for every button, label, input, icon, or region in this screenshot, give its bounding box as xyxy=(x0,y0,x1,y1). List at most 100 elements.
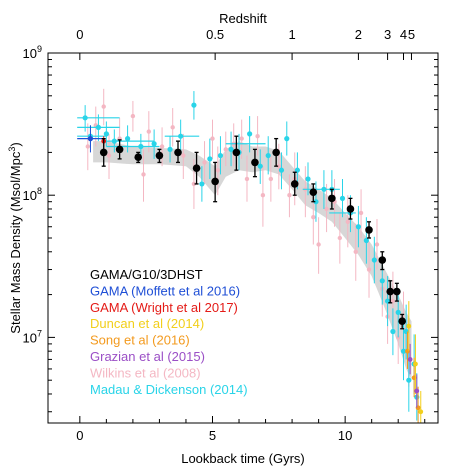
y-axis-label-main: Stellar Mass Density (Msol/Mpc xyxy=(8,151,23,334)
series-1-point-4 xyxy=(111,138,117,144)
legend-entry-1: GAMA (Moffett et al 2016) xyxy=(90,283,240,298)
series-0-point-12 xyxy=(202,160,207,165)
series-1-point-12 xyxy=(207,156,213,162)
series-7-point-12 xyxy=(328,194,336,203)
series-0-point-11 xyxy=(191,181,197,187)
series-1-point-5 xyxy=(124,136,131,142)
series-1-point-20 xyxy=(284,136,290,142)
series-0 xyxy=(85,88,412,387)
series-7-point-7 xyxy=(232,148,241,157)
series-0-point-8 xyxy=(159,144,165,149)
series-7-point-13 xyxy=(346,205,355,213)
series-7-point-6 xyxy=(211,177,219,186)
series-0-point-22 xyxy=(276,163,282,169)
series-7-point-17 xyxy=(393,287,401,296)
legend-entry-5: Grazian et al (2015) xyxy=(90,349,205,364)
series-0-point-9 xyxy=(170,125,175,130)
series-0-point-32 xyxy=(353,249,358,254)
series-1-point-14 xyxy=(228,146,234,152)
top-tick-label-6: 5 xyxy=(408,27,415,42)
series-1-point-19 xyxy=(278,167,285,173)
series-1-point-2 xyxy=(95,124,102,130)
x-tick-label-0: 0 xyxy=(76,428,83,443)
y-tick-label-2: 109 xyxy=(23,44,42,61)
top-tick-label-2: 1 xyxy=(288,27,295,42)
series-1-point-33 xyxy=(390,328,396,335)
series-1-point-29 xyxy=(363,237,369,244)
series-7-point-18 xyxy=(398,317,406,325)
series-1-point-8 xyxy=(167,146,173,152)
series-7-point-1 xyxy=(115,145,124,154)
series-1-point-23 xyxy=(313,199,319,205)
series-1-point-37 xyxy=(406,377,412,383)
series-7-point-3 xyxy=(155,151,164,160)
series-7-point-11 xyxy=(309,188,318,196)
series-0-point-14 xyxy=(215,167,220,173)
series-1-point-7 xyxy=(151,141,157,147)
series-4-point-0 xyxy=(407,357,413,362)
series-layer xyxy=(77,88,424,423)
series-0-point-19 xyxy=(255,133,260,139)
series-7-point-0 xyxy=(99,148,108,157)
series-0-point-0 xyxy=(85,144,90,149)
series-1-point-26 xyxy=(339,195,346,201)
series-1-point-10 xyxy=(191,102,197,108)
series-0-point-6 xyxy=(141,172,146,177)
series-0-point-10 xyxy=(181,153,186,158)
series-1-point-30 xyxy=(371,257,377,263)
series-1-point-31 xyxy=(379,278,385,284)
series-3-point-0 xyxy=(406,323,412,329)
top-axis-label: Redshift xyxy=(219,11,267,26)
series-0-point-18 xyxy=(244,176,250,182)
x-axis-label: Lookback time (Gyrs) xyxy=(181,451,305,466)
series-0-point-20 xyxy=(260,192,266,198)
top-tick-label-3: 2 xyxy=(355,27,362,42)
series-1-point-16 xyxy=(247,131,253,137)
y-tick-label-1: 108 xyxy=(23,186,42,203)
series-1-point-22 xyxy=(305,176,311,182)
series-1-point-28 xyxy=(355,224,362,230)
series-7-point-4 xyxy=(174,148,182,157)
series-0-point-34 xyxy=(366,267,372,272)
series-7-point-15 xyxy=(378,256,387,264)
series-7-point-14 xyxy=(365,226,373,234)
top-tick-label-1: 0.5 xyxy=(206,27,224,42)
series-5 xyxy=(77,125,104,153)
series-2 xyxy=(405,331,421,423)
series-0-point-21 xyxy=(268,176,274,182)
series-1-point-24 xyxy=(321,186,327,192)
series-7-point-2 xyxy=(134,153,143,162)
y-tick-label-0: 107 xyxy=(23,328,42,345)
series-1 xyxy=(77,91,420,421)
series-0-point-30 xyxy=(337,235,343,241)
y-axis-label-sup: 3 xyxy=(7,147,17,152)
legend-entry-6: Wilkins et al (2008) xyxy=(90,365,201,380)
series-0-point-5 xyxy=(130,113,136,119)
series-7 xyxy=(99,135,406,330)
legend-entry-3: Duncan et al (2014) xyxy=(90,316,204,331)
series-0-point-27 xyxy=(316,242,321,247)
series-0-point-23 xyxy=(287,192,292,198)
legend-entry-7: Madau & Dickenson (2014) xyxy=(90,382,248,397)
series-1-point-34 xyxy=(395,309,401,315)
series-1-point-21 xyxy=(294,167,300,173)
legend-entry-0: GAMA/G10/3DHST xyxy=(90,267,203,282)
series-0-point-3 xyxy=(106,153,112,158)
series-3-point-2 xyxy=(418,409,424,415)
series-1-point-13 xyxy=(217,152,224,159)
series-0-point-31 xyxy=(345,219,350,224)
x-tick-label-2: 10 xyxy=(338,428,352,443)
legend-entry-4: Song et al (2016) xyxy=(90,333,190,348)
series-0-point-7 xyxy=(146,129,152,134)
series-5-point-0 xyxy=(87,136,94,142)
series-1-point-3 xyxy=(103,131,109,137)
series-0-point-15 xyxy=(223,147,228,152)
y-axis-label: Stellar Mass Density (Msol/Mpc3) xyxy=(7,142,23,333)
y-axis-label-end: ) xyxy=(8,142,23,146)
series-1-point-18 xyxy=(265,152,271,159)
series-1-point-6 xyxy=(138,143,144,150)
series-1-point-9 xyxy=(178,133,184,139)
series-0-point-17 xyxy=(239,136,244,141)
